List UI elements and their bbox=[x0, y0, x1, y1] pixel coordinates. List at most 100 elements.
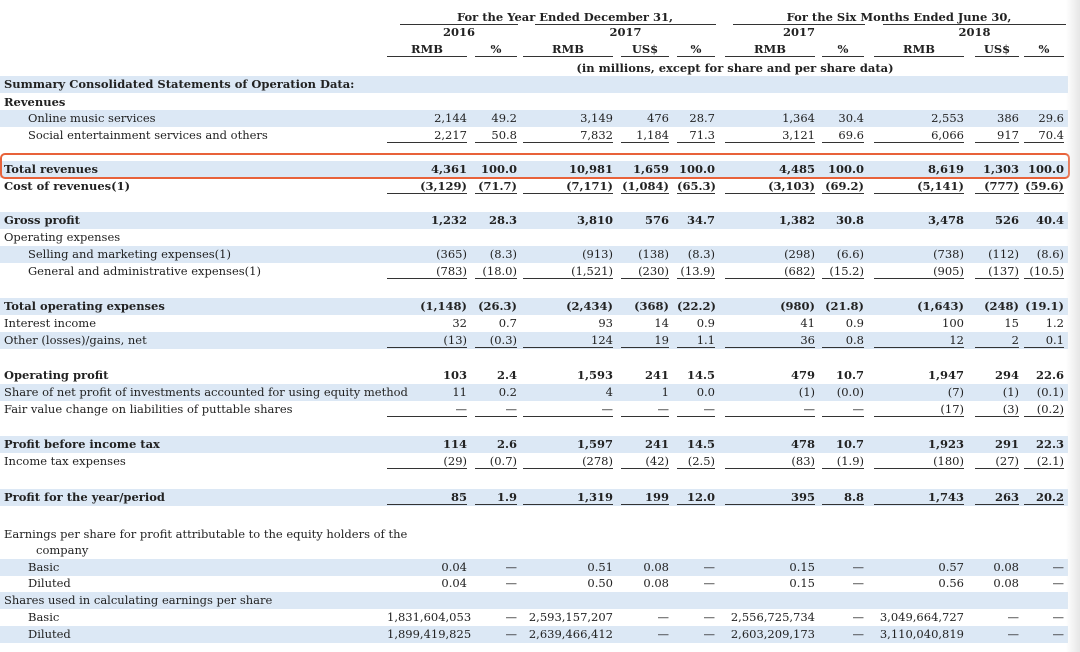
table-row: Cost of revenues(1) (3,129) (71.7) (7,171) (… bbox=[0, 178, 1068, 195]
row-label: Gross profit bbox=[4, 213, 80, 227]
cell-value: 0.15 bbox=[789, 576, 815, 590]
cell-value: 10.7 bbox=[835, 437, 864, 451]
cell-value: 0.1 bbox=[1024, 333, 1064, 348]
cell-value: 576 bbox=[644, 213, 669, 227]
year-header-1: 2017 bbox=[609, 25, 642, 39]
cell-value: 85 bbox=[387, 490, 467, 505]
cell-value: 1,743 bbox=[874, 490, 964, 505]
cell-value: 3,810 bbox=[576, 213, 613, 227]
cell-value: (65.3) bbox=[677, 179, 716, 194]
cell-value: 2.4 bbox=[496, 368, 517, 382]
cell-value: (138) bbox=[638, 247, 669, 261]
cell-value: 2,603,209,173 bbox=[730, 627, 815, 641]
row-label: Share of net profit of investments accou… bbox=[4, 385, 408, 399]
row-label: Fair value change on liabilities of putt… bbox=[4, 402, 293, 416]
cell-value: — bbox=[505, 560, 518, 574]
cell-value: 2,593,157,207 bbox=[528, 610, 613, 624]
cell-value: 2 bbox=[975, 333, 1019, 348]
cell-value: 1,597 bbox=[576, 437, 613, 451]
cell-value: — bbox=[703, 560, 716, 574]
cell-value: 114 bbox=[442, 437, 467, 451]
cell-value: 12.0 bbox=[677, 490, 715, 505]
cell-value: (71.7) bbox=[475, 179, 517, 194]
cell-value: — bbox=[523, 402, 613, 417]
cell-value: 1,364 bbox=[782, 111, 815, 125]
six-month-group-header: For the Six Months Ended June 30, bbox=[786, 10, 1012, 24]
cell-value: 100.0 bbox=[678, 162, 715, 176]
cell-value: — bbox=[475, 402, 517, 417]
cell-value: 241 bbox=[644, 437, 669, 451]
cell-value: — bbox=[505, 610, 518, 624]
cell-value: 10.7 bbox=[835, 368, 864, 382]
cell-value: 0.9 bbox=[845, 316, 864, 330]
cell-value: 100.0 bbox=[1027, 162, 1064, 176]
cell-value: (1.9) bbox=[822, 454, 864, 469]
cell-value: — bbox=[703, 610, 716, 624]
table-row: Fair value change on liabilities of putt… bbox=[0, 401, 1068, 418]
cell-value: 124 bbox=[523, 333, 613, 348]
row-label: Operating profit bbox=[4, 368, 109, 382]
cell-value: 0.7 bbox=[498, 316, 517, 330]
cell-value: 1,319 bbox=[523, 490, 613, 505]
cell-value: 12 bbox=[874, 333, 964, 348]
cell-value: (6.6) bbox=[836, 247, 864, 261]
row-label: General and administrative expenses(1) bbox=[28, 264, 261, 278]
cell-value: — bbox=[505, 627, 518, 641]
cell-value: (0.2) bbox=[1024, 402, 1064, 417]
cell-value: 1,382 bbox=[778, 213, 815, 227]
cell-value: 294 bbox=[994, 368, 1019, 382]
table-row: Gross profit 1,232 28.3 3,810 576 34.7 1,382 30… bbox=[0, 212, 1068, 229]
cell-value: — bbox=[387, 402, 467, 417]
cell-value: 1,303 bbox=[982, 162, 1019, 176]
cell-value: (17) bbox=[874, 402, 964, 417]
cell-value: 1,232 bbox=[430, 213, 467, 227]
cell-value: 10,981 bbox=[568, 162, 613, 176]
cell-value: 36 bbox=[725, 333, 815, 348]
cell-value: (248) bbox=[984, 299, 1019, 313]
cell-value: 4 bbox=[605, 385, 613, 399]
cell-value: (69.2) bbox=[822, 179, 864, 194]
table-row: General and administrative expenses(1) (7… bbox=[0, 263, 1068, 280]
row-label: Revenues bbox=[4, 95, 66, 109]
cell-value: 50.8 bbox=[475, 128, 517, 143]
row-label: Summary Consolidated Statements of Opera… bbox=[4, 77, 355, 91]
cell-value: 2,556,725,734 bbox=[730, 610, 815, 624]
cell-value: (905) bbox=[874, 264, 964, 279]
cell-value: 291 bbox=[994, 437, 1019, 451]
cell-value: 6,066 bbox=[874, 128, 964, 143]
table-row: Revenues bbox=[0, 94, 1068, 111]
cell-value: (3,129) bbox=[387, 179, 467, 194]
cell-value: 526 bbox=[994, 213, 1019, 227]
cell-value: (5,141) bbox=[874, 179, 964, 194]
cell-value: 479 bbox=[790, 368, 815, 382]
cell-value: (83) bbox=[725, 454, 815, 469]
cell-value: 30.8 bbox=[835, 213, 864, 227]
cell-value: (1,084) bbox=[621, 179, 669, 194]
cell-value: 0.0 bbox=[696, 385, 715, 399]
cell-value: 2,217 bbox=[387, 128, 467, 143]
table-row: Shares used in calculating earnings per … bbox=[0, 592, 1068, 609]
cell-value: 2,553 bbox=[931, 111, 964, 125]
cell-value: (2,434) bbox=[566, 299, 613, 313]
table-row: Social entertainment services and others… bbox=[0, 127, 1068, 144]
cell-value: 0.2 bbox=[498, 385, 517, 399]
cell-value: (10.5) bbox=[1024, 264, 1064, 279]
currency-header-5: RMB bbox=[725, 42, 815, 57]
cell-value: — bbox=[703, 576, 716, 590]
currency-header-3: US$ bbox=[621, 42, 669, 57]
cell-value: 4,361 bbox=[430, 162, 467, 176]
cell-value: 0.9 bbox=[696, 316, 715, 330]
cell-value: (783) bbox=[387, 264, 467, 279]
row-label: Social entertainment services and others bbox=[28, 128, 268, 142]
cell-value: (2.5) bbox=[677, 454, 715, 469]
cell-value: 476 bbox=[647, 111, 669, 125]
cell-value: 1,659 bbox=[632, 162, 669, 176]
cell-value: 1.1 bbox=[677, 333, 715, 348]
page-edge-shadow bbox=[1066, 0, 1080, 652]
cell-value: 15 bbox=[1004, 316, 1019, 330]
cell-value: 0.08 bbox=[993, 576, 1019, 590]
cell-value: (368) bbox=[634, 299, 669, 313]
cell-value: (230) bbox=[621, 264, 669, 279]
cell-value: (27) bbox=[975, 454, 1019, 469]
cell-value: 478 bbox=[790, 437, 815, 451]
